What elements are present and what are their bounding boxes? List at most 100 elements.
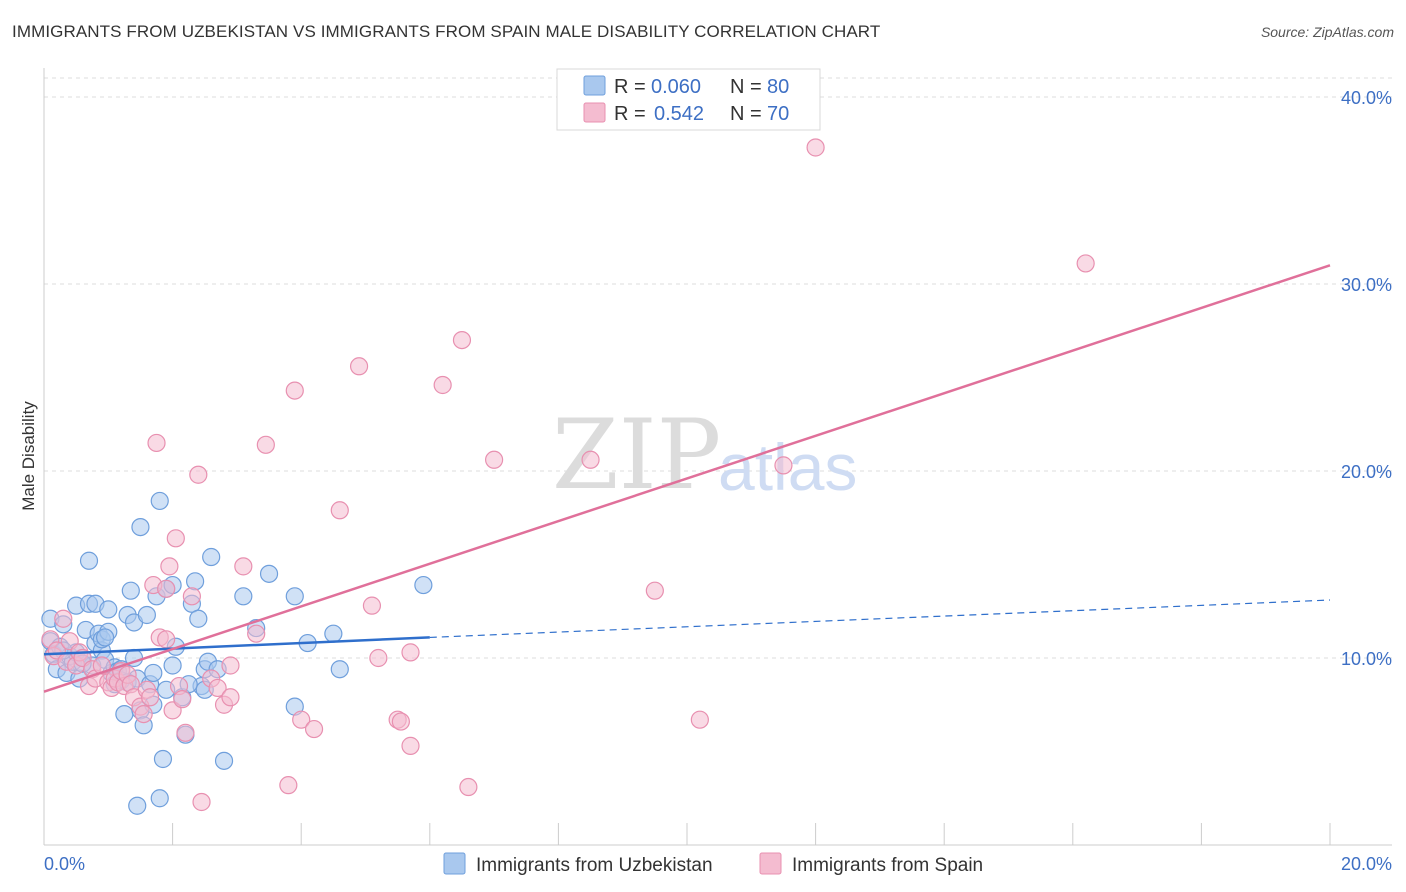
watermark: ZIP atlas (552, 399, 857, 511)
uzbekistan-point (79, 551, 99, 570)
legend-n-value-spain: 70 (767, 103, 789, 125)
watermark-zip: ZIP (552, 399, 721, 511)
legend-n-label-uzbekistan: N = (730, 76, 762, 98)
spain-point (690, 710, 709, 729)
axes (43, 68, 1392, 846)
uzbekistan-point (128, 796, 147, 815)
series-legend: Immigrants from Uzbekistan Immigrants fr… (443, 852, 983, 876)
uzbekistan-trendline (43, 636, 430, 656)
spain-point (401, 643, 420, 662)
spain-point (279, 776, 298, 795)
spain-point (391, 712, 410, 731)
spain-point (304, 719, 324, 739)
uzbekistan-point (131, 517, 150, 537)
uzbekistan-point (285, 587, 304, 606)
x-axis-max-label: 20.0% (1341, 854, 1392, 874)
uzbekistan-point (99, 600, 118, 619)
legend-r-label-spain: R = (614, 103, 646, 125)
spain-point (182, 587, 201, 606)
spain-point (774, 456, 793, 475)
spain-point (234, 557, 253, 576)
series-legend-label-spain: Immigrants from Spain (792, 855, 983, 876)
spain-point (1076, 254, 1095, 273)
y-tick-label: 30.0% (1341, 275, 1392, 295)
spain-point (92, 656, 111, 675)
legend-r-value-spain: 0.542 (654, 103, 704, 125)
spain-point (349, 357, 369, 376)
spain-point (221, 656, 240, 675)
spain-point (806, 138, 825, 157)
legend-swatch-uzbekistan (583, 75, 606, 96)
legend-n-label-spain: N = (730, 103, 762, 125)
trend-lines (43, 264, 1331, 693)
stats-legend: R = 0.060 N = 80 R = 0.542 N = 70 (556, 68, 821, 131)
uzbekistan-point (330, 660, 349, 679)
legend-n-value-uzbekistan: 80 (767, 76, 789, 98)
spain-point (433, 375, 452, 395)
spain-point (330, 501, 349, 520)
uzbekistan-point (137, 605, 156, 625)
uzbekistan-point (150, 491, 169, 511)
uzbekistan-point (189, 609, 208, 628)
spain-point (485, 450, 504, 469)
spain-point (369, 648, 388, 668)
y-tick-label: 20.0% (1341, 462, 1392, 482)
spain-point (160, 557, 179, 576)
uzbekistan-point (414, 575, 433, 595)
spain-point (459, 777, 478, 797)
spain-point (173, 690, 192, 709)
spain-point (247, 624, 266, 643)
uzbekistan-point (153, 749, 173, 769)
series-legend-swatch-uzbekistan (443, 852, 466, 875)
spain-point (157, 630, 176, 649)
uzbekistan-point (163, 656, 182, 675)
y-tick-label: 40.0% (1341, 88, 1392, 108)
y-tick-label: 10.0% (1341, 649, 1392, 669)
uzbekistan-point (202, 547, 221, 567)
y-axis-label: Male Disability (19, 401, 38, 511)
uzbekistan-point (259, 564, 279, 583)
series-legend-label-uzbekistan: Immigrants from Uzbekistan (476, 855, 713, 876)
uzbekistan-trendline-extension (429, 599, 1331, 639)
uzbekistan-point (144, 663, 163, 683)
x-axis-ticks (43, 823, 1331, 845)
spain-trendline (43, 264, 1331, 693)
spain-point (157, 579, 176, 598)
legend-swatch-spain (583, 102, 606, 123)
spain-point (285, 381, 304, 400)
spain-point (645, 581, 664, 600)
spain-point (292, 710, 311, 729)
series-legend-swatch-spain (759, 852, 782, 875)
legend-r-value-uzbekistan: 0.060 (651, 76, 701, 98)
uzbekistan-point (324, 624, 343, 643)
uzbekistan-point (150, 789, 169, 808)
y-axis-tick-labels: 10.0% 20.0% 30.0% 40.0% (1341, 88, 1392, 669)
spain-point (140, 688, 160, 707)
legend-r-label-uzbekistan: R = (614, 76, 646, 98)
spain-point (134, 704, 153, 724)
spain-point (256, 435, 275, 454)
spain-point (189, 465, 208, 484)
spain-point (54, 609, 73, 628)
uzbekistan-point (186, 572, 205, 591)
uzbekistan-point (234, 587, 253, 606)
uzbekistan-point (95, 628, 115, 647)
spain-point (192, 792, 211, 812)
spain-point (362, 596, 382, 615)
source-label: Source: ZipAtlas.com (1260, 24, 1394, 40)
spain-point (166, 529, 185, 548)
spain-point (581, 450, 600, 469)
uzbekistan-point (115, 704, 134, 724)
spain-point (176, 723, 195, 742)
uzbekistan-point (121, 581, 140, 600)
x-axis-min-label: 0.0% (44, 854, 85, 874)
chart-title: IMMIGRANTS FROM UZBEKISTAN VS IMMIGRANTS… (12, 22, 881, 41)
spain-point (401, 736, 420, 755)
spain-point (147, 433, 166, 453)
spain-point (208, 678, 227, 698)
spain-point (452, 331, 472, 350)
spain-points (41, 138, 1095, 812)
spain-point (221, 688, 240, 707)
uzbekistan-point (214, 751, 234, 770)
